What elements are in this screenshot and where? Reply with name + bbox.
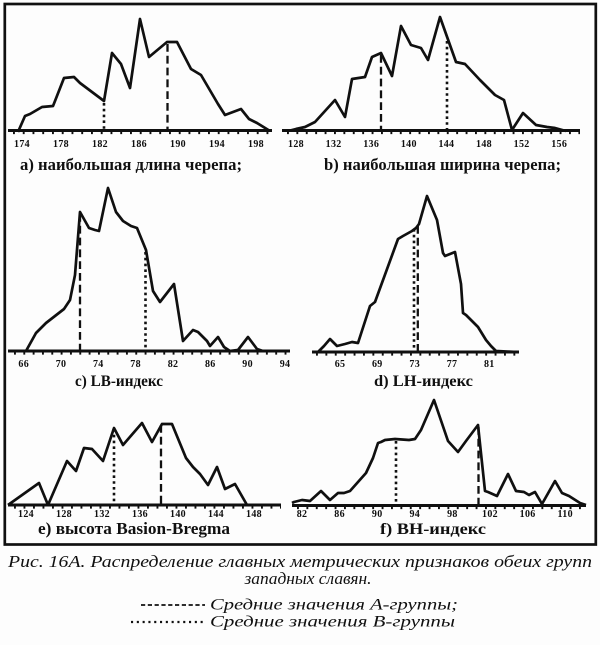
svg-text:148: 148 bbox=[246, 509, 262, 520]
svg-text:73: 73 bbox=[409, 359, 420, 370]
svg-text:е) высота Basion-Bregma: е) высота Basion-Bregma bbox=[38, 519, 230, 538]
svg-text:f) BH-индекс: f) BH-индекс bbox=[380, 521, 486, 538]
svg-text:70: 70 bbox=[56, 359, 67, 370]
svg-text:156: 156 bbox=[551, 139, 567, 150]
svg-text:98: 98 bbox=[447, 509, 458, 520]
svg-text:148: 148 bbox=[476, 139, 492, 150]
svg-text:82: 82 bbox=[297, 509, 308, 520]
svg-text:132: 132 bbox=[326, 139, 342, 150]
svg-text:с) LB-индекс: с) LB-индекс bbox=[75, 373, 163, 390]
svg-text:178: 178 bbox=[53, 139, 69, 150]
svg-text:Средние значения А-группы;: Средние значения А-группы; bbox=[210, 597, 458, 614]
svg-text:69: 69 bbox=[372, 359, 383, 370]
svg-text:а) наибольшая длина черепа;: а) наибольшая длина черепа; bbox=[20, 155, 242, 174]
svg-text:144: 144 bbox=[208, 509, 224, 520]
svg-text:102: 102 bbox=[482, 509, 498, 520]
svg-text:86: 86 bbox=[334, 509, 345, 520]
svg-text:152: 152 bbox=[514, 139, 530, 150]
svg-text:Рис. 16А. Распределение главны: Рис. 16А. Распределение главных метричес… bbox=[7, 552, 592, 571]
svg-text:136: 136 bbox=[363, 139, 379, 150]
svg-text:b) наибольшая ширина черепа;: b) наибольшая ширина черепа; bbox=[324, 155, 561, 174]
svg-text:81: 81 bbox=[484, 359, 495, 370]
svg-text:186: 186 bbox=[131, 139, 147, 150]
svg-text:128: 128 bbox=[288, 139, 304, 150]
svg-text:198: 198 bbox=[248, 139, 264, 150]
svg-text:128: 128 bbox=[56, 509, 72, 520]
svg-text:182: 182 bbox=[92, 139, 108, 150]
svg-text:65: 65 bbox=[335, 359, 346, 370]
svg-text:66: 66 bbox=[18, 359, 29, 370]
svg-text:110: 110 bbox=[558, 509, 573, 520]
svg-text:140: 140 bbox=[401, 139, 417, 150]
svg-text:Средние значения В-группы: Средние значения В-группы bbox=[210, 614, 455, 631]
svg-text:136: 136 bbox=[132, 509, 148, 520]
svg-text:174: 174 bbox=[14, 139, 30, 150]
svg-text:90: 90 bbox=[242, 359, 253, 370]
svg-text:194: 194 bbox=[209, 139, 225, 150]
svg-text:124: 124 bbox=[18, 509, 34, 520]
svg-text:106: 106 bbox=[520, 509, 536, 520]
svg-text:86: 86 bbox=[205, 359, 216, 370]
svg-text:78: 78 bbox=[130, 359, 141, 370]
svg-text:190: 190 bbox=[170, 139, 186, 150]
svg-text:94: 94 bbox=[280, 359, 291, 370]
svg-text:132: 132 bbox=[94, 509, 110, 520]
svg-text:82: 82 bbox=[168, 359, 179, 370]
svg-text:94: 94 bbox=[409, 509, 420, 520]
svg-text:90: 90 bbox=[372, 509, 383, 520]
svg-text:77: 77 bbox=[447, 359, 458, 370]
svg-text:d) LH-индекс: d) LH-индекс bbox=[374, 373, 473, 390]
svg-text:144: 144 bbox=[438, 139, 454, 150]
svg-text:140: 140 bbox=[170, 509, 186, 520]
svg-text:западных славян.: западных славян. bbox=[243, 569, 371, 588]
svg-text:74: 74 bbox=[93, 359, 104, 370]
